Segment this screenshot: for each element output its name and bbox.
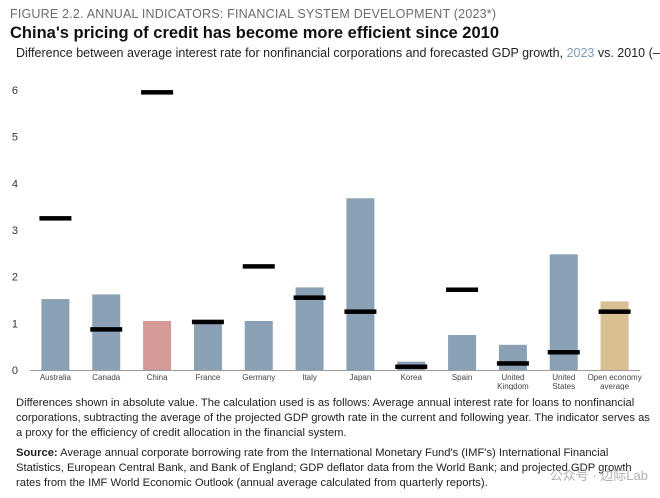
bar-italy — [295, 287, 324, 370]
subtitle-year-highlight: 2023 — [566, 46, 595, 60]
watermark: 公众号 · 边际Lab — [549, 468, 648, 483]
chart-title: China's pricing of credit has become mor… — [10, 24, 499, 42]
subtitle-prefix: Difference between average interest rate… — [16, 46, 567, 60]
marker-2010-canada — [90, 327, 123, 332]
marker-2010-japan — [344, 309, 377, 314]
x-category-label: United — [501, 373, 524, 382]
x-category-label: United — [552, 373, 575, 382]
bar-chart: 0 1 2 3 4 5 6 Australia Canada China France Germany… — [12, 85, 642, 390]
x-category-label: States — [552, 382, 575, 390]
marker-2010-italy — [293, 295, 326, 300]
chart-subtitle: Difference between average interest rate… — [16, 46, 660, 60]
bar-australia — [41, 299, 70, 370]
marker-2010-germany — [242, 264, 275, 269]
bar-japan — [346, 198, 375, 370]
y-tick-label: 3 — [12, 225, 18, 237]
marker-2010-australia — [39, 216, 72, 221]
x-category-label: Italy — [302, 373, 317, 382]
y-tick-label: 4 — [12, 178, 18, 190]
y-tick-label: 1 — [12, 318, 18, 330]
x-category-label: Spain — [452, 373, 472, 382]
y-tick-label: 6 — [12, 85, 18, 97]
x-category-label: Australia — [40, 373, 72, 382]
x-category-label: China — [147, 373, 168, 382]
x-category-label: Korea — [401, 373, 423, 382]
bar-spain — [448, 335, 477, 370]
bar-united-kingdom — [498, 344, 527, 370]
source-label: Source: — [16, 447, 58, 459]
marker-2010-united-states — [547, 350, 580, 355]
x-category-label: Japan — [350, 373, 372, 382]
bar-china — [143, 321, 172, 370]
bar-canada — [92, 294, 121, 370]
y-tick-label: 2 — [12, 272, 18, 284]
chart-source: Source: Average annual corporate borrowi… — [16, 446, 652, 491]
marker-2010-spain — [446, 287, 479, 292]
subtitle-suffix: vs. 2010 (—). — [597, 46, 660, 60]
y-tick-label: 0 — [12, 365, 18, 377]
chart-notes: Differences shown in absolute value. The… — [16, 397, 650, 439]
x-category-label: average — [600, 382, 629, 390]
marker-2010-united-kingdom — [496, 361, 529, 366]
bar-germany — [244, 321, 273, 370]
x-category-label: Canada — [92, 373, 121, 382]
bar-france — [193, 322, 222, 370]
x-category-label: Germany — [242, 373, 275, 382]
marker-2010-open-economy-average — [598, 309, 631, 314]
y-tick-label: 5 — [12, 132, 18, 144]
x-category-label: Open economy — [587, 373, 641, 382]
source-text: Average annual corporate borrowing rate … — [16, 447, 632, 489]
marker-2010-china — [141, 90, 174, 95]
x-category-label: France — [195, 373, 220, 382]
figure-label: FIGURE 2.2. ANNUAL INDICATORS: FINANCIAL… — [10, 7, 497, 21]
marker-2010-korea — [395, 364, 428, 369]
x-category-label: Kingdom — [497, 382, 529, 390]
marker-2010-france — [191, 319, 224, 325]
